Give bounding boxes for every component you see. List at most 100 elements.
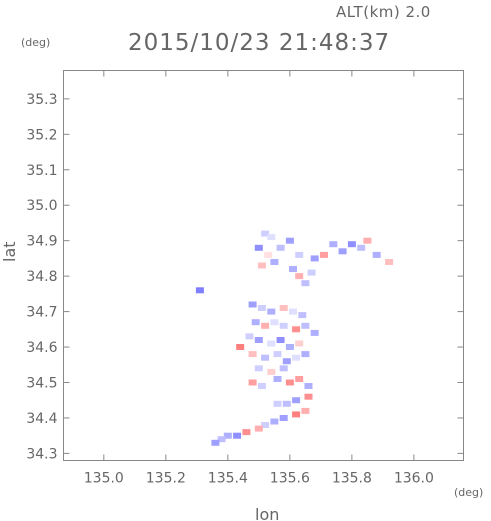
echo-cell <box>248 301 257 308</box>
echo-cell <box>254 425 263 432</box>
datetime-title: 2015/10/23 21:48:37 <box>128 30 390 56</box>
echo-cell <box>245 333 254 340</box>
x-tick-label: 135.8 <box>332 471 372 487</box>
echo-cell <box>289 308 297 315</box>
echo-cell <box>289 266 297 272</box>
echo-cell <box>285 344 294 350</box>
echo-cell <box>307 269 316 276</box>
echo-cell <box>261 354 270 361</box>
echo-cell <box>242 429 251 436</box>
echo-cell <box>270 259 279 265</box>
echo-cell <box>276 244 285 251</box>
x-tick-label: 135.0 <box>84 471 124 487</box>
echo-cell <box>363 237 372 244</box>
echo-cell <box>257 262 266 269</box>
echo-cell <box>282 358 291 365</box>
echo-cell <box>301 322 310 329</box>
y-tick-label: 35.2 <box>26 127 57 143</box>
y-tick-label: 34.3 <box>26 446 57 462</box>
echo-cell <box>264 251 273 258</box>
echo-cell <box>223 432 232 439</box>
y-tick-label: 34.8 <box>26 269 57 285</box>
echo-cell <box>236 344 245 350</box>
echo-cell <box>217 436 226 443</box>
echo-cell <box>233 432 242 439</box>
y-tick-label: 35.1 <box>26 163 57 179</box>
echo-cell <box>295 340 304 347</box>
echo-cell <box>261 322 270 329</box>
echo-cell <box>301 280 310 287</box>
echo-cell <box>267 368 276 375</box>
echo-cell <box>267 234 276 241</box>
echo-cell <box>279 415 288 421</box>
echo-cell <box>295 273 304 280</box>
echo-cell <box>261 230 270 237</box>
echo-cell <box>310 329 319 336</box>
y-tick-label: 34.7 <box>26 305 57 321</box>
echo-cell <box>195 287 204 294</box>
echo-cell <box>304 383 313 389</box>
echo-cell <box>292 397 301 404</box>
echo-cell <box>347 241 356 248</box>
echo-cell <box>310 255 319 262</box>
echo-cell <box>248 351 257 358</box>
echo-cell <box>276 337 285 343</box>
echo-cell <box>295 251 304 258</box>
echo-cell <box>301 407 310 414</box>
echo-cell <box>267 308 276 315</box>
echo-cell <box>261 422 270 428</box>
echo-cell <box>292 411 301 418</box>
echo-cell <box>357 244 366 251</box>
y-axis-label: lat <box>0 241 19 262</box>
y-tick-label: 34.4 <box>26 411 57 427</box>
echo-cell <box>338 248 347 255</box>
echo-cells <box>195 230 394 446</box>
echo-cell <box>292 326 301 333</box>
echo-cell <box>279 305 288 311</box>
echo-cell <box>292 354 301 361</box>
echo-cell <box>273 351 282 358</box>
echo-cell <box>282 400 291 407</box>
altitude-label: ALT(km) 2.0 <box>336 3 431 21</box>
echo-cell <box>285 237 294 244</box>
echo-cell <box>273 376 282 382</box>
axis-ticks <box>63 70 464 461</box>
x-unit-label: (deg) <box>454 486 483 499</box>
echo-cell <box>279 365 288 372</box>
y-unit-label: (deg) <box>21 36 50 49</box>
echo-cell <box>279 322 288 329</box>
echo-cell <box>254 244 263 251</box>
echo-cell <box>285 379 294 386</box>
y-tick-label: 35.0 <box>26 198 57 214</box>
y-tick-label: 34.6 <box>26 340 57 356</box>
echo-cell <box>329 241 338 248</box>
echo-cell <box>298 312 307 319</box>
echo-cell <box>385 259 394 265</box>
echo-cell <box>295 376 304 382</box>
echo-cell <box>248 379 257 386</box>
x-tick-label: 135.4 <box>208 471 248 487</box>
echo-cell <box>251 319 260 326</box>
echo-cell <box>254 337 263 343</box>
echo-cell <box>301 351 310 358</box>
echo-cell <box>211 439 220 446</box>
echo-cell <box>273 400 282 407</box>
x-tick-label: 136.0 <box>394 471 434 487</box>
echo-cell <box>372 251 381 258</box>
y-tick-label: 35.3 <box>26 92 57 108</box>
tick-labels: 135.0 135.2 135.4 135.6 135.8 136.0 34.3 34.4 34… <box>26 92 434 487</box>
x-tick-label: 135.6 <box>270 471 310 487</box>
echo-cell <box>267 340 276 347</box>
echo-cell <box>320 251 328 258</box>
echo-cell <box>270 319 279 326</box>
echo-cell <box>304 393 313 400</box>
echo-cell <box>257 305 266 311</box>
echo-cell <box>254 365 263 372</box>
y-tick-label: 34.5 <box>26 376 57 392</box>
x-tick-label: 135.2 <box>146 471 186 487</box>
x-axis-label: lon <box>255 505 279 521</box>
echo-cell <box>270 418 279 425</box>
y-tick-label: 34.9 <box>26 234 57 250</box>
echo-cell <box>257 383 266 389</box>
